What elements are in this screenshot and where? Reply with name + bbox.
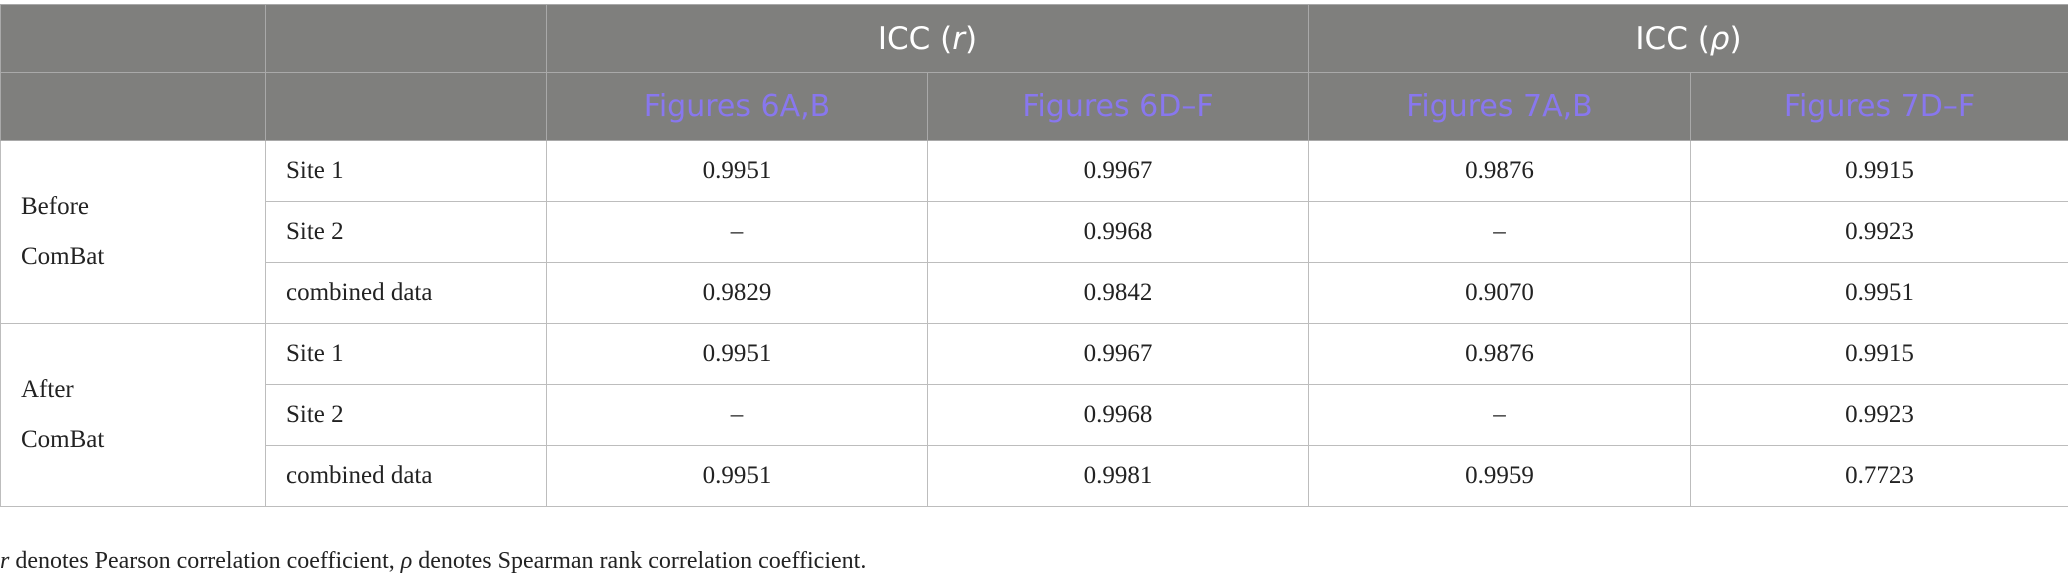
value-cell: 0.9981 [927,445,1309,507]
group-label: After ComBat [21,376,105,453]
row-label: Site 2 [265,201,547,263]
header-cell [0,4,266,73]
footnote-text: denotes Pearson correlation coefficient, [9,548,401,574]
header-row: ICC (r) ICC (ρ) [0,4,2068,73]
value-cell: 0.9829 [546,262,928,324]
value-cell: 0.9951 [1690,262,2068,324]
value-cell: 0.9876 [1308,140,1691,202]
footnote-text: ρ [400,548,413,574]
value-cell: 0.9951 [546,323,928,385]
column-header[interactable]: Figures 7A,B [1308,72,1691,141]
value-cell: 0.9951 [546,445,928,507]
table-row: Site 2–0.9968–0.9923 [1,384,2068,446]
row-label: combined data [265,262,547,324]
value-cell: 0.9876 [1308,323,1691,385]
footnote-text: denotes Spearman rank correlation coeffi… [412,548,867,574]
row-label: combined data [265,445,547,507]
header-text: ICC ( [877,20,953,57]
header-text: ICC ( [1635,20,1710,57]
row-label: Site 1 [265,323,547,385]
value-cell: – [1308,384,1691,446]
header-cell [265,72,547,141]
value-cell: 0.7723 [1690,445,2068,507]
table-row: After ComBat Site 1 0.9951 0.9967 0.9876 0.99… [0,323,2068,507]
value-cell: 0.9959 [1308,445,1691,507]
header-text: ρ [1709,20,1730,57]
group-label-cell: After ComBat [0,323,266,507]
row-label: Site 2 [265,384,547,446]
value-cell: 0.9842 [927,262,1309,324]
footnote: r denotes Pearson correlation coefficien… [0,548,866,575]
row-label: Site 1 [265,140,547,202]
table-row: combined data 0.9829 0.9842 0.9070 0.9951 [1,262,2068,324]
table-row: Before ComBat Site 1 0.9951 0.9967 0.9876 0.9… [0,140,2068,324]
group-label-cell: Before ComBat [0,140,266,324]
group-label: Before ComBat [21,193,105,270]
table-header: ICC (r) ICC (ρ) Figures 6A,B Figures 6D–F Fi… [0,4,2068,141]
header-text: ) [965,20,978,57]
data-table: ICC (r) ICC (ρ) Figures 6A,B Figures 6D–F Fi… [0,4,2068,507]
value-cell: 0.9968 [927,201,1309,263]
value-cell: 0.9951 [546,140,928,202]
value-cell: 0.9915 [1690,323,2068,385]
column-header[interactable]: Figures 6A,B [546,72,928,141]
header-row: Figures 6A,B Figures 6D–F Figures 7A,B Figu… [0,72,2068,141]
footnote-text: r [0,548,10,574]
column-header[interactable]: Figures 7D–F [1690,72,2068,141]
column-header[interactable]: Figures 6D–F [927,72,1309,141]
header-cell [265,4,547,73]
header-text: r [952,20,966,57]
value-cell: – [546,201,928,263]
table-body: Before ComBat Site 1 0.9951 0.9967 0.9876 0.9… [0,140,2068,507]
group-header: ICC (r) [546,4,1309,73]
value-cell: 0.9967 [927,323,1309,385]
table-row: combined data 0.9951 0.9981 0.9959 0.7723 [1,445,2068,507]
value-cell: – [1308,201,1691,263]
value-cell: 0.9967 [927,140,1309,202]
value-cell: 0.9070 [1308,262,1691,324]
header-cell [0,72,266,141]
header-text: ) [1729,20,1742,57]
value-cell: 0.9968 [927,384,1309,446]
value-cell: 0.9923 [1690,384,2068,446]
group-header: ICC (ρ) [1308,4,2068,73]
value-cell: 0.9915 [1690,140,2068,202]
value-cell: 0.9923 [1690,201,2068,263]
value-cell: – [546,384,928,446]
table-row: Site 2–0.9968–0.9923 [1,201,2068,263]
